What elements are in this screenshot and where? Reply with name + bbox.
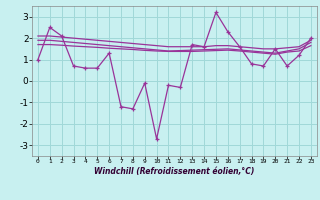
X-axis label: Windchill (Refroidissement éolien,°C): Windchill (Refroidissement éolien,°C) [94,167,255,176]
